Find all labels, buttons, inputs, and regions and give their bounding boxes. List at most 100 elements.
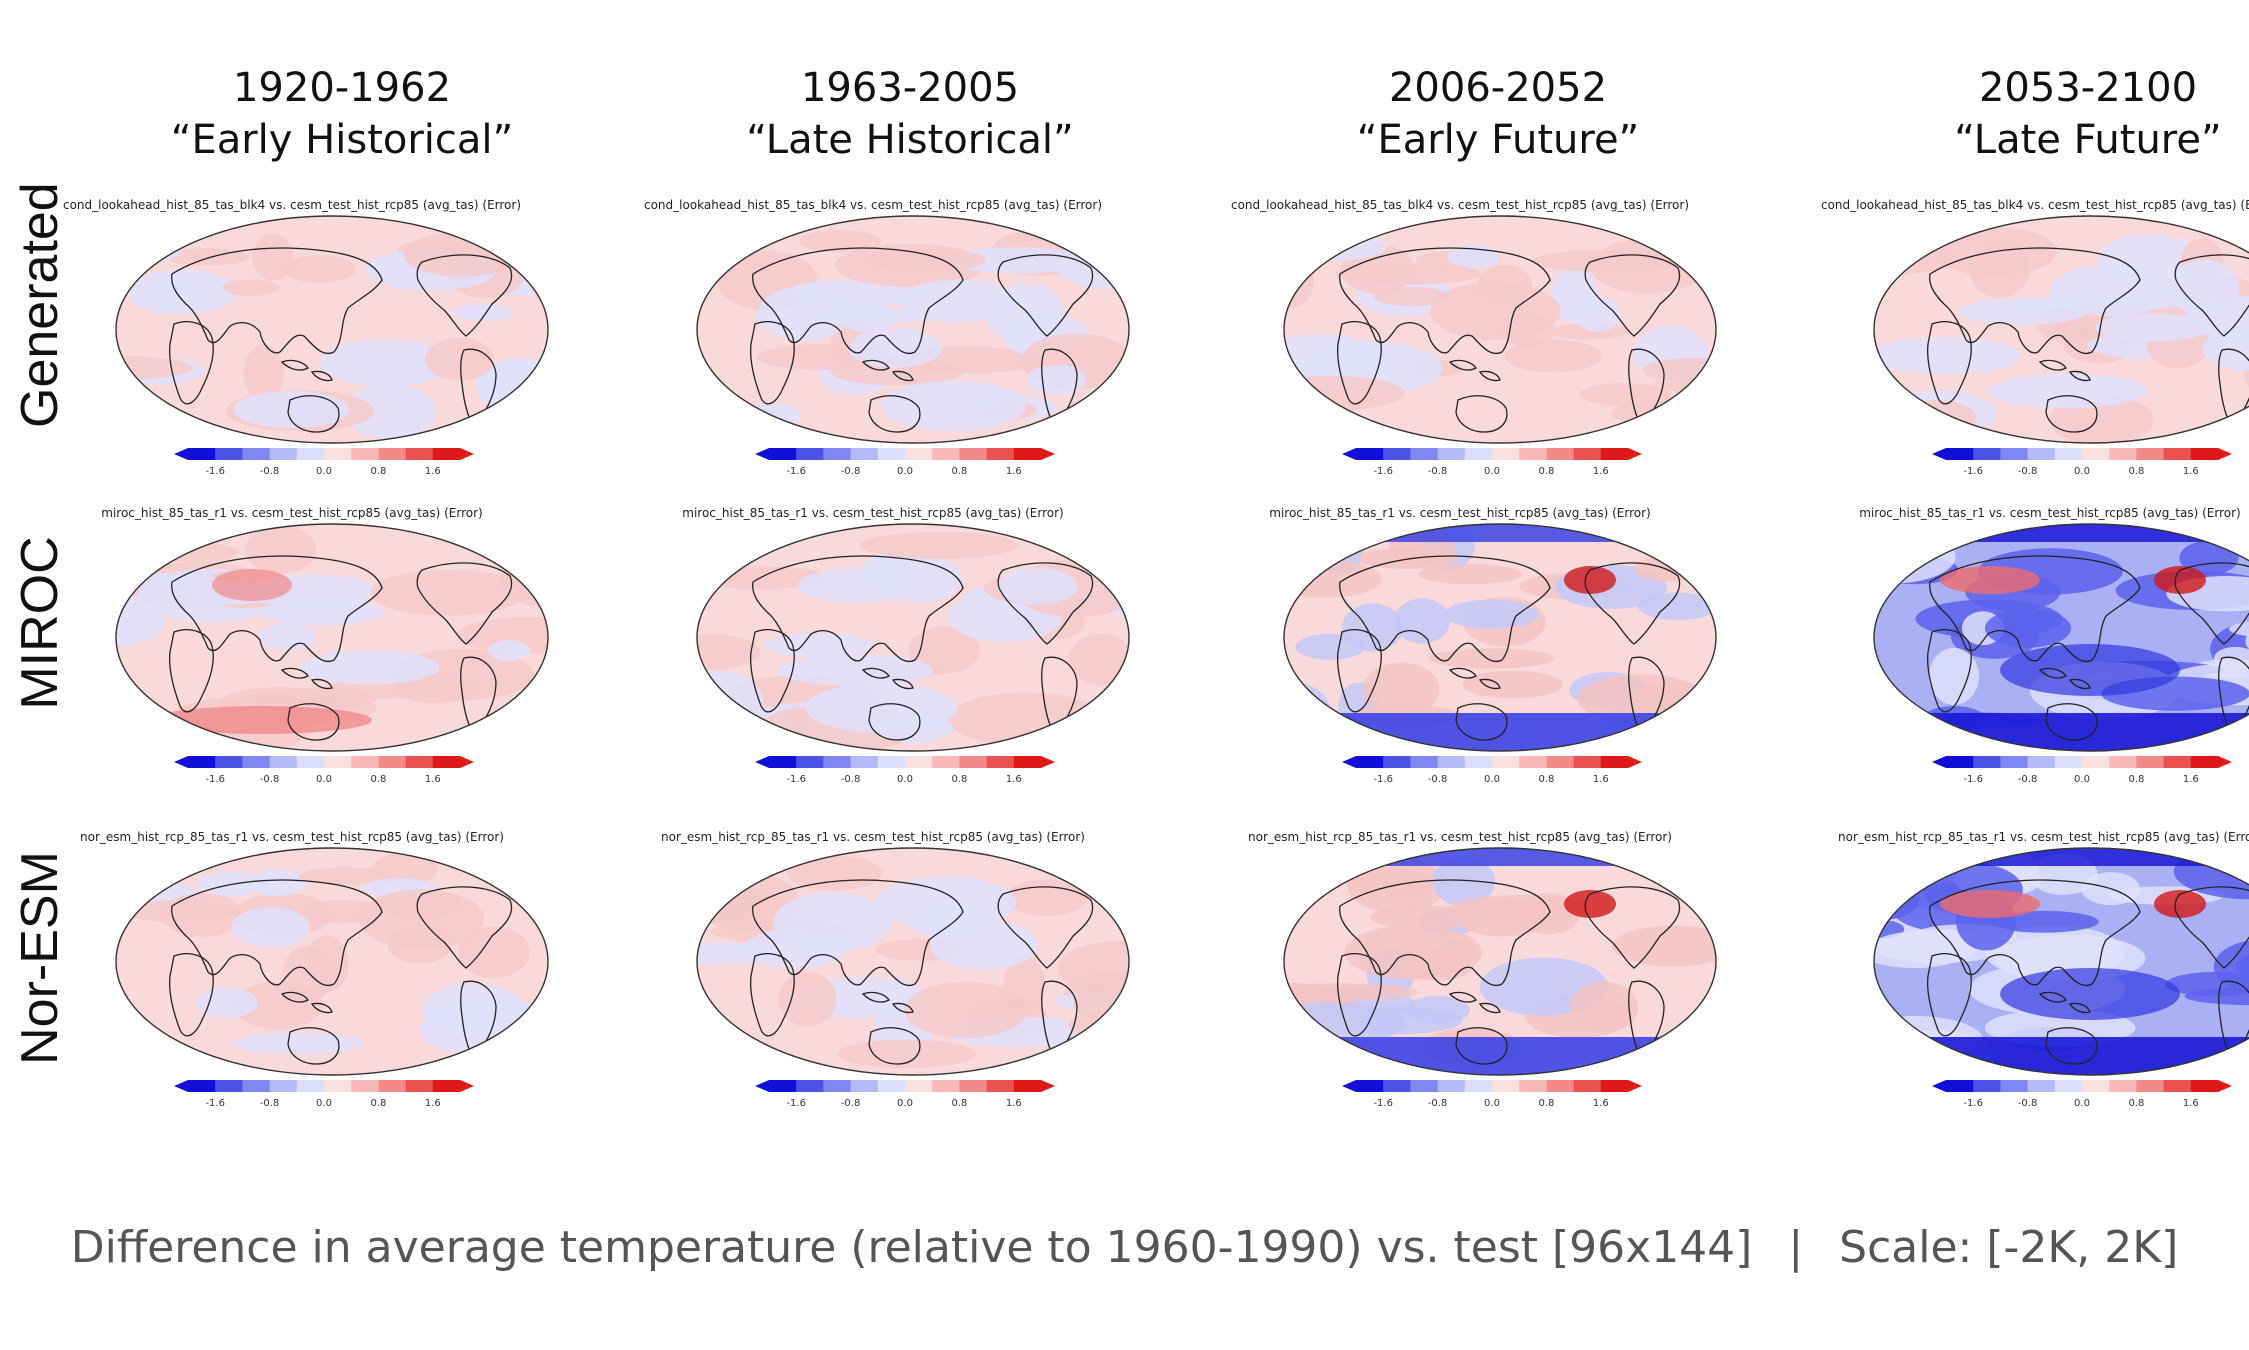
colorbar-segment <box>351 756 379 768</box>
colorbar-tick-label: -1.6 <box>786 774 806 785</box>
continent-outline <box>168 629 214 713</box>
continent-outline <box>280 667 333 690</box>
continent-outline <box>1929 879 2141 987</box>
colorbar-tick-label: -1.6 <box>1963 1098 1983 1109</box>
colorbar-tick-label: 0.8 <box>951 774 967 785</box>
continent-outline <box>1455 395 1508 433</box>
colorbar-segment <box>796 448 824 460</box>
map-panel: nor_esm_hist_rcp_85_tas_r1 vs. cesm_test… <box>1220 830 1820 1130</box>
colorbar-min-arrow <box>1932 756 1946 768</box>
continent-outline <box>1448 667 1501 690</box>
continent-outline <box>1584 886 1681 969</box>
colorbar-tick-label: -1.6 <box>205 1098 225 1109</box>
map-panel: nor_esm_hist_rcp_85_tas_r1 vs. cesm_test… <box>1810 830 2249 1130</box>
colorbar-segment <box>986 1080 1015 1092</box>
continent-outline <box>2174 562 2249 645</box>
continent-outline <box>2045 1027 2098 1065</box>
colorbar-segment <box>1973 448 2001 460</box>
colorbar-tick-label: 0.0 <box>2074 774 2090 785</box>
colorbar: -1.6 -0.8 0.0 0.8 1.6 <box>755 448 1055 477</box>
map-panel: cond_lookahead_hist_85_tas_blk4 vs. cesm… <box>1220 198 1820 498</box>
colorbar-segment <box>1946 1080 1974 1092</box>
colorbar: -1.6 -0.8 0.0 0.8 1.6 <box>1932 756 2232 785</box>
panel-title: nor_esm_hist_rcp_85_tas_r1 vs. cesm_test… <box>1248 830 1672 844</box>
colorbar-segment <box>2136 756 2165 768</box>
colorbar-tick-label: 0.8 <box>2128 1098 2144 1109</box>
colorbar: -1.6 -0.8 0.0 0.8 1.6 <box>1932 448 2232 477</box>
colorbar-tick-label: 1.6 <box>425 774 441 785</box>
colorbar-segment <box>1519 1080 1547 1092</box>
colorbar-segment <box>1013 756 1042 768</box>
colorbar-segment <box>405 756 434 768</box>
colorbar-segment <box>2054 448 2083 460</box>
colorbar-tick-label: 1.6 <box>2183 466 2199 477</box>
panel-title: miroc_hist_85_tas_r1 vs. cesm_test_hist_… <box>101 506 483 520</box>
continent-outline <box>416 886 513 969</box>
colorbar-segment <box>959 448 988 460</box>
colorbar-segment <box>1573 1080 1602 1092</box>
colorbar-segment <box>269 448 298 460</box>
colorbar-tick-label: 0.0 <box>316 774 332 785</box>
colorbar-segment <box>2082 1080 2110 1092</box>
colorbar-segment <box>1437 1080 1466 1092</box>
colorbar-segment <box>2163 756 2192 768</box>
colorbar-segment <box>850 448 879 460</box>
colorbar-segment <box>1600 756 1629 768</box>
continent-outline <box>997 562 1094 645</box>
colorbar-min-arrow <box>174 1080 188 1092</box>
world-map <box>696 847 1130 1076</box>
colorbar-tick-label: 1.6 <box>425 466 441 477</box>
panel-title: nor_esm_hist_rcp_85_tas_r1 vs. cesm_test… <box>661 830 1085 844</box>
colorbar-segment <box>378 448 407 460</box>
colorbar-tick-label: -1.6 <box>1963 466 1983 477</box>
column-period-name: “Early Historical” <box>170 117 514 163</box>
colorbar-tick-label: 0.8 <box>951 1098 967 1109</box>
continent-outline <box>287 703 340 741</box>
colorbar-segment <box>2190 448 2219 460</box>
continent-outline <box>416 562 513 645</box>
colorbar-tick-label: -0.8 <box>2018 774 2038 785</box>
continent-outline <box>752 555 964 663</box>
colorbar-segment <box>324 448 352 460</box>
column-header-1: 1920-1962 “Early Historical” <box>62 62 622 166</box>
colorbar: -1.6 -0.8 0.0 0.8 1.6 <box>755 1080 1055 1109</box>
colorbar-segment <box>296 1080 325 1092</box>
continent-outline <box>2038 359 2091 382</box>
colorbar-max-arrow <box>1628 756 1642 768</box>
colorbar-tick-label: 1.6 <box>1006 466 1022 477</box>
colorbar-tick-label: 1.6 <box>2183 1098 2199 1109</box>
continent-outline <box>1926 629 1972 713</box>
colorbar-segment <box>905 756 933 768</box>
colorbar-segment <box>823 756 852 768</box>
colorbar-segment <box>296 448 325 460</box>
caption-main: Difference in average temperature (relat… <box>70 1222 1753 1273</box>
colorbar-segment <box>986 448 1015 460</box>
colorbar-segment <box>1013 1080 1042 1092</box>
colorbar-segment <box>1973 756 2001 768</box>
colorbar-tick-label: 0.8 <box>1538 1098 1554 1109</box>
world-map <box>1873 215 2249 444</box>
continent-outline <box>1336 953 1382 1037</box>
colorbar-segment <box>215 1080 243 1092</box>
colorbar-segment <box>324 1080 352 1092</box>
colorbar-max-arrow <box>2218 1080 2232 1092</box>
colorbar-segment <box>769 1080 797 1092</box>
caption-separator: | <box>1788 1222 1804 1273</box>
world-map <box>696 215 1130 444</box>
colorbar-segment <box>932 756 960 768</box>
colorbar-tick-label: -0.8 <box>2018 1098 2038 1109</box>
colorbar-segment <box>432 1080 461 1092</box>
colorbar-segment <box>378 756 407 768</box>
colorbar-segment <box>351 1080 379 1092</box>
colorbar-segment <box>1383 1080 1411 1092</box>
continent-outline <box>1929 555 2141 663</box>
colorbar-segment <box>905 448 933 460</box>
colorbar-tick-label: 1.6 <box>1593 466 1609 477</box>
colorbar-segment <box>1410 1080 1439 1092</box>
colorbar-tick-label: 0.8 <box>951 466 967 477</box>
colorbar-segment <box>242 756 271 768</box>
colorbar-segment <box>2000 448 2029 460</box>
map-panel: miroc_hist_85_tas_r1 vs. cesm_test_hist_… <box>1220 506 1820 806</box>
colorbar-tick-label: -0.8 <box>1428 1098 1448 1109</box>
colorbar-segment <box>405 1080 434 1092</box>
